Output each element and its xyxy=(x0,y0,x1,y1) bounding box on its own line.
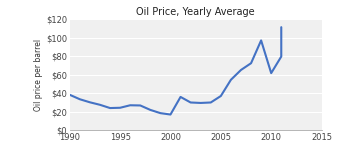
Y-axis label: Oil price per barrel: Oil price per barrel xyxy=(34,39,43,111)
Title: Oil Price, Yearly Average: Oil Price, Yearly Average xyxy=(136,7,255,17)
